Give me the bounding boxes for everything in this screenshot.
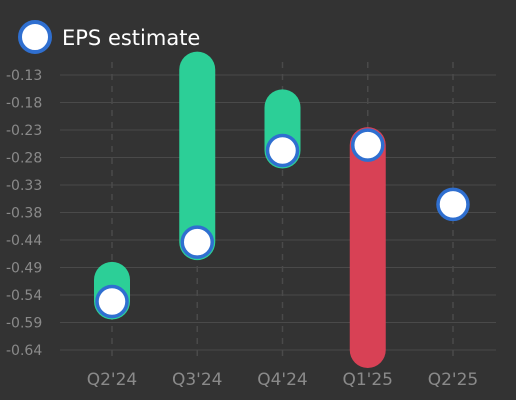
estimate-point bbox=[95, 284, 129, 319]
range-bars bbox=[94, 51, 386, 368]
range-bar bbox=[179, 51, 216, 261]
y-tick-label: -0.44 bbox=[6, 233, 42, 249]
y-tick-label: -0.23 bbox=[6, 123, 42, 139]
y-tick-label: -0.64 bbox=[6, 343, 42, 359]
y-tick-label: -0.54 bbox=[6, 288, 42, 304]
legend: EPS estimate bbox=[18, 20, 200, 54]
estimate-point bbox=[351, 128, 385, 162]
x-tick-label: Q1'25 bbox=[342, 370, 393, 390]
x-tick-label: Q4'24 bbox=[257, 370, 308, 390]
x-axis-ticks: Q2'24 Q3'24 Q4'24 Q1'25 Q2'25 bbox=[87, 370, 479, 390]
y-axis-ticks: -0.13 -0.18 -0.23 -0.28 -0.33 -0.38 -0.44 -0.49… bbox=[6, 68, 42, 359]
x-tick-label: Q3'24 bbox=[172, 370, 223, 390]
y-tick-label: -0.49 bbox=[6, 261, 42, 277]
x-tick-label: Q2'24 bbox=[87, 370, 138, 390]
y-tick-label: -0.33 bbox=[6, 178, 42, 194]
estimate-point bbox=[265, 133, 300, 168]
y-tick-label: -0.59 bbox=[6, 316, 42, 332]
y-tick-label: -0.38 bbox=[6, 206, 42, 222]
grid bbox=[60, 74, 496, 351]
y-tick-label: -0.28 bbox=[6, 151, 42, 167]
estimate-point bbox=[436, 187, 470, 222]
y-tick-label: -0.13 bbox=[6, 68, 42, 84]
legend-marker bbox=[18, 20, 52, 54]
y-tick-label: -0.18 bbox=[6, 96, 42, 112]
estimate-point bbox=[180, 225, 214, 259]
estimate-markers bbox=[95, 128, 470, 319]
x-tick-label: Q2'25 bbox=[428, 370, 479, 390]
legend-label: EPS estimate bbox=[62, 26, 200, 50]
range-bar bbox=[349, 127, 386, 368]
